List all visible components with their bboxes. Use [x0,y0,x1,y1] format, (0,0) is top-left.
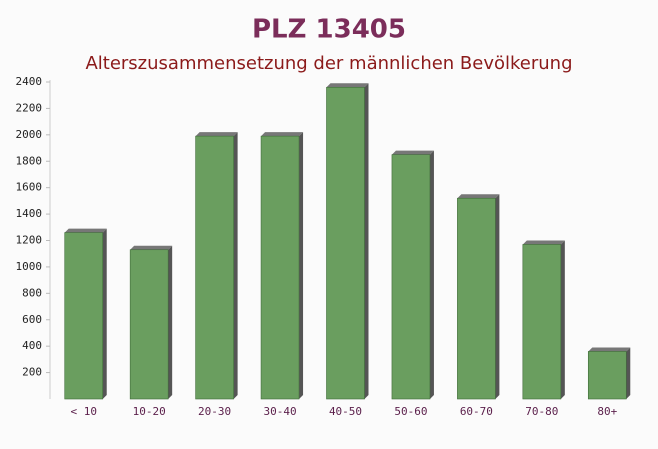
y-tick-label: 1600 [16,181,43,194]
x-tick-label: 80+ [597,405,617,418]
bar-shadow [457,194,500,199]
bar-shadow [588,347,631,352]
x-tick-label: 20-30 [198,405,231,418]
bar-shadow [299,132,304,399]
y-tick-label: 2200 [16,101,43,114]
bar [129,249,169,400]
x-tick-label: 40-50 [329,405,362,418]
bar-shadow [168,245,173,399]
x-tick-label: 30-40 [263,405,296,418]
bar-shadow [429,150,434,399]
x-tick-label: 50-60 [394,405,427,418]
chart-subtitle: Alterszusammensetzung der männlichen Bev… [85,53,572,74]
bar-shadow [626,347,631,399]
bar [64,232,104,400]
x-tick-label: < 10 [70,405,97,418]
bar-shadow [326,83,369,88]
y-tick-label: 400 [22,339,42,352]
chart-title: PLZ 13405 [252,15,406,45]
x-tick-label: 60-70 [460,405,493,418]
bar-shadow [130,245,173,250]
y-tick-label: 800 [22,286,42,299]
bar-shadow [364,83,369,400]
bar-shadow [522,240,565,245]
x-tick-label: 10-20 [133,405,166,418]
y-tick-label: 1000 [16,260,43,273]
bar-shadow [233,132,238,399]
y-tick-label: 1800 [16,154,43,167]
y-tick-label: 200 [22,366,42,379]
bar [260,135,300,400]
bar [457,197,496,400]
y-tick-label: 1200 [16,234,43,247]
bar [522,244,562,400]
bar [587,351,627,400]
bar-shadow [64,228,107,233]
x-tick-label: 70-80 [525,405,558,418]
y-tick-label: 2400 [16,75,43,88]
bar-shadow [102,228,107,399]
bar [391,154,431,400]
bar [326,86,365,400]
bar-shadow [261,132,304,137]
y-tick-label: 2000 [16,128,43,141]
y-tick-label: 1400 [16,207,43,220]
y-tick-label: 600 [22,313,42,326]
bar-shadow [560,240,565,399]
bar-shadow [195,132,238,137]
bar-shadow [495,194,500,399]
bar-shadow [391,150,434,155]
bar [195,135,234,400]
